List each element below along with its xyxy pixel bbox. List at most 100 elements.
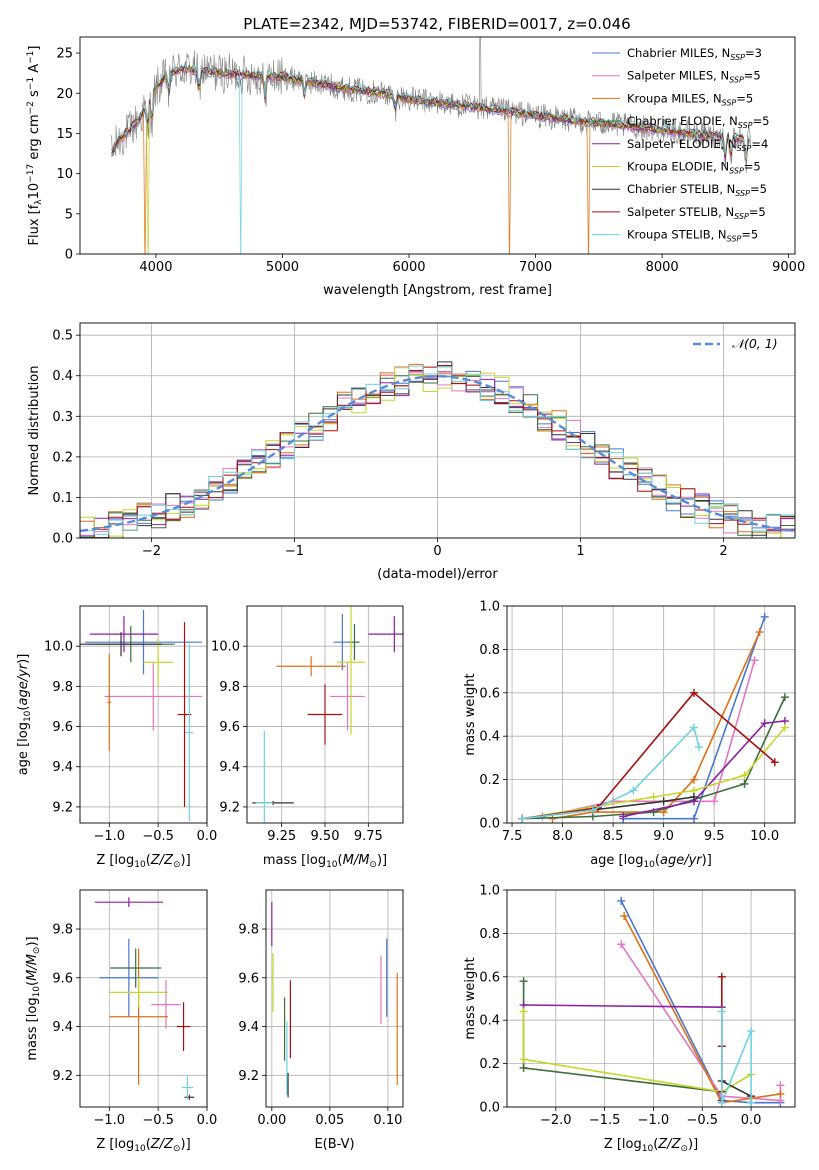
y-tick-label: 10.0 <box>211 640 240 655</box>
plot-area <box>80 361 795 538</box>
plus-marker <box>689 814 698 823</box>
mass-weight-line <box>623 720 785 818</box>
x-tick-label: 0.10 <box>373 1113 402 1128</box>
x-tick-label: −0.5 <box>686 1113 718 1128</box>
plus-marker <box>780 723 789 732</box>
plus-marker <box>740 779 749 788</box>
plus-marker <box>519 1007 528 1016</box>
y-tick-label: 15 <box>56 127 73 142</box>
plus-marker <box>617 896 626 905</box>
x-tick-label: 6000 <box>392 260 425 275</box>
legend: Chabrier MILES, NSSP=3 Salpeter MILES, NS… <box>592 46 769 244</box>
x-axis-label: Z [log10(Z/Z⊙)] <box>604 1137 698 1154</box>
x-tick-label: 8.5 <box>603 829 624 844</box>
plus-marker <box>689 792 698 801</box>
y-tick-label: 20 <box>56 87 73 102</box>
plus-marker <box>649 792 658 801</box>
plus-marker <box>518 814 527 823</box>
plus-marker <box>717 1007 726 1016</box>
plus-marker <box>695 743 703 752</box>
x-axis-label: Z [log10(Z/Z⊙)] <box>96 853 190 870</box>
plus-marker <box>740 771 749 780</box>
plus-marker <box>776 1081 785 1090</box>
x-tick-label: 9000 <box>772 260 805 275</box>
model-spectrum-line <box>111 68 750 161</box>
x-tick-label: −1 <box>285 544 304 559</box>
x-tick-label: −2 <box>142 544 161 559</box>
plot-area <box>94 897 195 1100</box>
y-tick-label: 0.0 <box>479 817 500 832</box>
plus-marker <box>629 786 638 795</box>
mass-weight-line <box>620 943 782 1102</box>
x-tick-label: 2 <box>719 544 727 559</box>
x-axis-label: Z [log10(Z/Z⊙)] <box>96 1137 190 1154</box>
x-axis-label: mass [log10(M/M⊙)] <box>263 853 387 870</box>
plot-area <box>518 612 789 823</box>
legend-label: Kroupa MILES, NSSP=5 <box>627 91 753 107</box>
panel-mass-vs-ebv: 0.00 0.05 0.10 9.2 9.4 9.6 9.8 E(B-V) <box>238 889 404 1152</box>
plot-area <box>80 610 203 821</box>
plus-marker <box>747 1027 756 1036</box>
axes-frame <box>265 889 404 1108</box>
x-tick-label: −2.0 <box>540 1113 572 1128</box>
mass-weight-line <box>552 631 761 820</box>
y-axis-label: mass [log10(M/M⊙)] <box>25 936 42 1060</box>
x-tick-label: −1.0 <box>638 1113 670 1128</box>
mass-weight-line <box>522 725 700 820</box>
y-tick-label: 9.4 <box>219 760 240 775</box>
y-tick-label: 0.5 <box>52 329 73 344</box>
x-tick-label: 0.00 <box>257 1113 286 1128</box>
y-axis-label: Normed distribution <box>27 366 42 496</box>
x-tick-label: 0.0 <box>197 1113 218 1128</box>
y-tick-label: 0.8 <box>479 643 500 658</box>
x-tick-label: 7000 <box>519 260 552 275</box>
y-tick-label: 0.4 <box>479 730 500 745</box>
y-tick-label: 9.8 <box>238 923 259 938</box>
y-axis-label: mass weight <box>463 957 478 1039</box>
mass-weight-line <box>721 1080 752 1097</box>
plus-marker <box>717 972 726 981</box>
plus-marker <box>760 719 769 728</box>
x-axis-label: wavelength [Angstrom, rest frame] <box>323 283 552 298</box>
figure-title: PLATE=2342, MJD=53742, FIBERID=0017, z=0… <box>243 15 630 33</box>
y-tick-label: 25 <box>56 47 73 62</box>
x-tick-label: 10.0 <box>750 829 779 844</box>
plus-marker <box>780 693 789 702</box>
y-axis-label: mass weight <box>463 673 478 755</box>
y-tick-label: 9.6 <box>238 971 259 986</box>
axes-frame <box>79 36 796 255</box>
x-tick-label: −1.5 <box>589 1113 621 1128</box>
y-tick-label: 5 <box>65 207 73 222</box>
x-tick-label: 9.75 <box>354 829 383 844</box>
x-tick-label: −1.0 <box>94 1113 126 1128</box>
y-tick-label: 9.4 <box>238 1020 259 1035</box>
y-tick-label: 9.8 <box>52 923 73 938</box>
mass-weight-line <box>720 1011 752 1104</box>
plot-area <box>252 606 403 823</box>
model-spectrum-line <box>111 63 750 157</box>
plot-area <box>111 37 751 254</box>
x-tick-label: 5000 <box>266 260 299 275</box>
y-tick-label: 9.2 <box>219 800 240 815</box>
plus-marker <box>519 1063 528 1072</box>
y-tick-label: 9.6 <box>52 971 73 986</box>
y-tick-label: 10.0 <box>44 640 73 655</box>
plus-marker <box>617 940 626 949</box>
plus-marker <box>755 628 764 637</box>
axes-frame <box>506 605 796 824</box>
x-axis-label: (data-model)/error <box>377 567 498 582</box>
plus-marker <box>770 758 779 767</box>
legend-label: Salpeter ELODIE, NSSP=4 <box>627 137 768 153</box>
x-tick-label: 1 <box>576 544 584 559</box>
axes-frame <box>246 605 404 824</box>
plus-marker <box>760 612 769 621</box>
y-tick-label: 0.4 <box>479 1014 500 1029</box>
x-tick-label: 8000 <box>646 260 679 275</box>
plus-marker <box>519 1055 528 1064</box>
y-tick-label: 0.0 <box>52 532 73 547</box>
plot-area <box>271 902 398 1098</box>
x-tick-label: 0 <box>433 544 441 559</box>
y-tick-label: 0.1 <box>52 491 73 506</box>
legend-label: Chabrier ELODIE, NSSP=5 <box>627 114 769 130</box>
